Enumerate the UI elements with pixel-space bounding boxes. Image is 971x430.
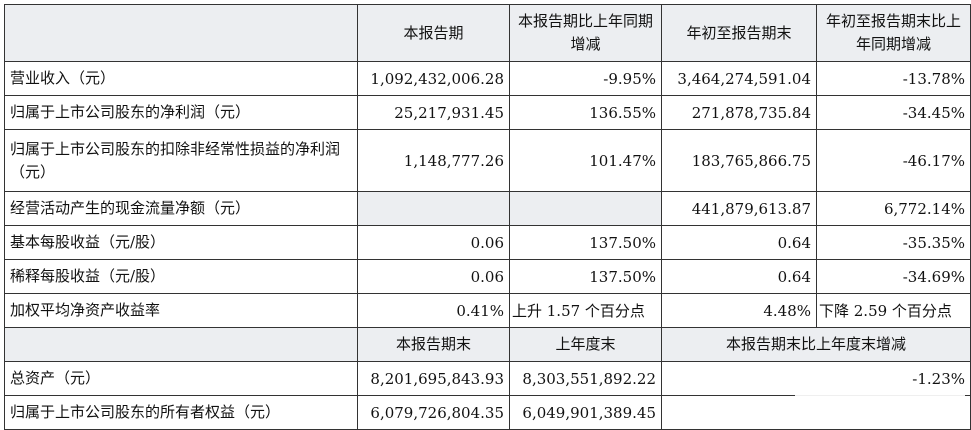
- table-row: 归属于上市公司股东的净利润（元） 25,217,931.45 136.55% 2…: [4, 95, 971, 130]
- row-label: 基本每股收益（元/股）: [4, 225, 358, 260]
- cell-value: 0.06: [357, 259, 510, 294]
- row-label: 稀释每股收益（元/股）: [4, 259, 358, 294]
- header-cell: 年初至报告期末: [661, 4, 817, 62]
- header-cell: 本报告期末: [357, 327, 510, 362]
- row-label: 营业收入（元）: [4, 61, 358, 96]
- row-label: 加权平均净资产收益率: [4, 293, 358, 328]
- row-label: 归属于上市公司股东的净利润（元）: [4, 95, 358, 130]
- cell-value: 3,464,274,591.04: [661, 61, 817, 96]
- cell-value: 183,765,866.75: [661, 129, 817, 192]
- cell-value: 101.47%: [509, 129, 662, 192]
- table-subheader-row: 本报告期末 上年度末 本报告期末比上年度末增减: [4, 327, 971, 362]
- cell-value: 6,079,726,804.35: [357, 395, 510, 430]
- financial-summary-table: 本报告期 本报告期比上年同期增减 年初至报告期末 年初至报告期末比上年同期增减 …: [4, 4, 971, 430]
- header-cell: 本报告期末比上年度末增减: [661, 327, 971, 362]
- table-row: 经营活动产生的现金流量净额（元） 441,879,613.87 6,772.14…: [4, 191, 971, 226]
- cell-value: 8,201,695,843.93: [357, 361, 510, 396]
- cell-value: 1,148,777.26: [357, 129, 510, 192]
- header-cell: 本报告期: [357, 4, 510, 62]
- cell-value: 137.50%: [509, 225, 662, 260]
- cell-value: 136.55%: [509, 95, 662, 130]
- table-row: 归属于上市公司股东的扣除非经常性损益的净利润（元） 1,148,777.26 1…: [4, 129, 971, 192]
- cell-value: 0.64: [661, 259, 817, 294]
- cell-value: 441,879,613.87: [661, 191, 817, 226]
- cell-value: -34.45%: [816, 95, 971, 130]
- cell-value: 4.48%: [661, 293, 817, 328]
- table-row: 总资产（元） 8,201,695,843.93 8,303,551,892.22…: [4, 361, 971, 396]
- table-header-row: 本报告期 本报告期比上年同期增减 年初至报告期末 年初至报告期末比上年同期增减: [4, 4, 971, 62]
- cell-value: 6,772.14%: [816, 191, 971, 226]
- cell-value: -13.78%: [816, 61, 971, 96]
- cell-value: 25,217,931.45: [357, 95, 510, 130]
- header-cell: [4, 4, 358, 62]
- table-row: 基本每股收益（元/股） 0.06 137.50% 0.64 -35.35%: [4, 225, 971, 260]
- cell-value: 6,049,901,389.45: [509, 395, 662, 430]
- header-cell: 上年度末: [509, 327, 662, 362]
- cell-value: 137.50%: [509, 259, 662, 294]
- header-cell: [4, 327, 358, 362]
- table-row: 稀释每股收益（元/股） 0.06 137.50% 0.64 -34.69%: [4, 259, 971, 294]
- cell-value: 0.41%: [357, 293, 510, 328]
- row-label: 归属于上市公司股东的所有者权益（元）: [4, 395, 358, 430]
- cell-value-empty: [357, 191, 510, 226]
- header-cell: 本报告期比上年同期增减: [509, 4, 662, 62]
- watermark-overlay: [795, 384, 965, 414]
- table-row: 加权平均净资产收益率 0.41% 上升 1.57 个百分点 4.48% 下降 2…: [4, 293, 971, 328]
- cell-value: 271,878,735.84: [661, 95, 817, 130]
- table-row: 营业收入（元） 1,092,432,006.28 -9.95% 3,464,27…: [4, 61, 971, 96]
- cell-value: 上升 1.57 个百分点: [509, 293, 662, 328]
- row-label: 归属于上市公司股东的扣除非经常性损益的净利润（元）: [4, 129, 358, 192]
- cell-value: 8,303,551,892.22: [509, 361, 662, 396]
- cell-value: -34.69%: [816, 259, 971, 294]
- cell-value: -46.17%: [816, 129, 971, 192]
- cell-value-empty: [509, 191, 662, 226]
- row-label: 经营活动产生的现金流量净额（元）: [4, 191, 358, 226]
- cell-value: 0.06: [357, 225, 510, 260]
- row-label: 总资产（元）: [4, 361, 358, 396]
- header-cell: 年初至报告期末比上年同期增减: [816, 4, 971, 62]
- cell-value: 1,092,432,006.28: [357, 61, 510, 96]
- cell-value: 0.64: [661, 225, 817, 260]
- cell-value: 下降 2.59 个百分点: [816, 293, 971, 328]
- cell-value: -35.35%: [816, 225, 971, 260]
- cell-value: -9.95%: [509, 61, 662, 96]
